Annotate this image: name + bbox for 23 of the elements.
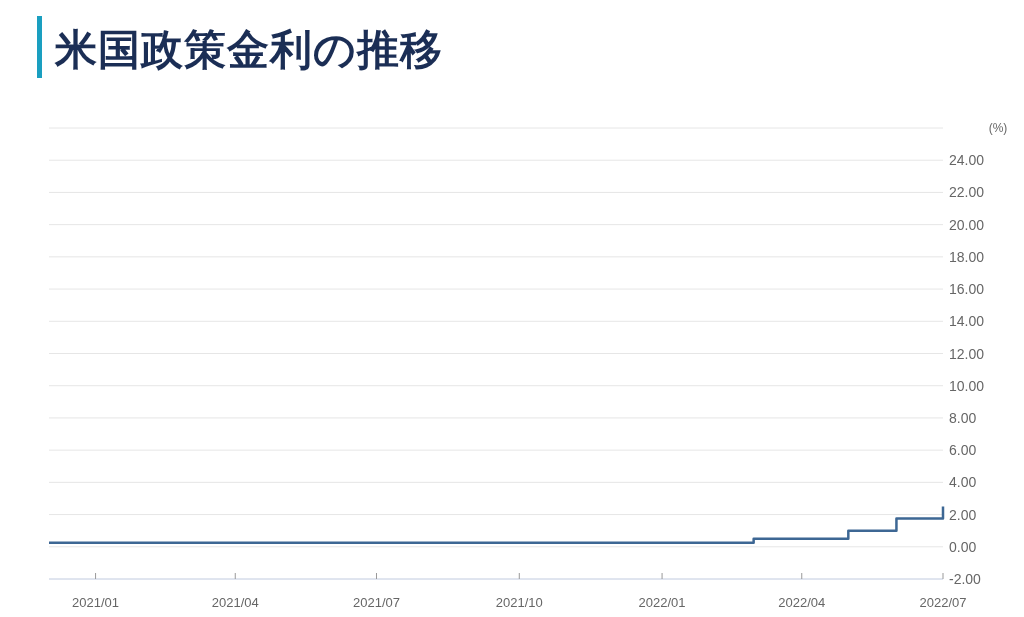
y-tick-label: 16.00 [949,281,985,298]
x-tick-label: 2021/04 [211,595,259,610]
x-tick-label: 2022/04 [778,595,826,610]
y-tick-label: 12.00 [949,345,985,362]
chart-title: 米国政策金利の推移 [54,26,443,73]
y-tick-label: 24.00 [949,152,985,169]
y-tick-label: 2.00 [949,506,977,523]
y-axis-title: (%) [988,121,1008,135]
y-tick-label: 8.00 [949,409,977,426]
y-tick-label: 4.00 [949,474,977,491]
y-tick-label: 0.00 [949,538,977,555]
y-tick-label: 10.00 [949,377,985,394]
y-tick-label: 22.00 [949,184,985,201]
x-tick-label: 2021/01 [72,595,120,610]
x-tick-label: 2021/10 [495,595,543,610]
x-tick-label: 2022/01 [638,595,686,610]
x-tick-label: 2022/07 [919,595,967,610]
x-tick-label: 2021/07 [352,595,400,610]
y-tick-label: 14.00 [949,313,985,330]
y-tick-label: 20.00 [949,216,985,233]
y-tick-label: 6.00 [949,442,977,459]
y-tick-label: -2.00 [949,571,982,587]
y-tick-label: 18.00 [949,248,985,265]
